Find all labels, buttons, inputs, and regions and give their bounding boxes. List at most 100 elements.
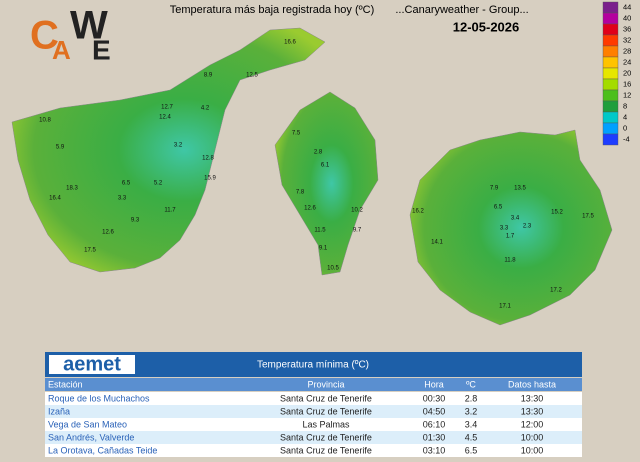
scale-label: 12 xyxy=(623,90,631,99)
station-value: 12.5 xyxy=(246,73,258,79)
column-header: Provincia xyxy=(307,379,344,389)
scale-swatch xyxy=(602,67,619,80)
row-bg xyxy=(45,392,582,405)
station-value: 3.2 xyxy=(174,143,183,149)
date: 12-05-2026 xyxy=(453,19,520,34)
column-header: Hora xyxy=(424,379,444,389)
scale-label: 40 xyxy=(623,13,631,22)
cell: 10:00 xyxy=(521,445,544,455)
scale-swatch xyxy=(602,111,619,124)
station-value: 6.5 xyxy=(122,181,131,187)
scale-swatch xyxy=(602,78,619,91)
scale-swatch xyxy=(602,12,619,25)
scale-label: 16 xyxy=(623,79,631,88)
row-bg xyxy=(45,418,582,431)
station-value: 4.2 xyxy=(201,106,210,112)
scale-swatch xyxy=(602,100,619,113)
station-name: San Andrés, Valverde xyxy=(48,432,134,442)
scale-label: 28 xyxy=(623,46,631,55)
station-value: 16.2 xyxy=(412,209,424,215)
station-value: 3.4 xyxy=(511,216,520,222)
station-value: 17.1 xyxy=(499,304,511,310)
station-value: 11.7 xyxy=(164,208,176,214)
table: aemet Temperatura mínima (ºC) Estación Pr… xyxy=(45,352,582,457)
site-name: ...Canaryweather - Group... xyxy=(395,4,528,16)
station-value: 1.7 xyxy=(506,234,515,240)
station-value: 5.9 xyxy=(56,145,65,151)
scale-swatch xyxy=(602,1,619,14)
scale-label: 44 xyxy=(623,2,631,11)
cell: 03:10 xyxy=(423,445,446,455)
scale-label: 24 xyxy=(623,57,631,66)
station-value: 6.1 xyxy=(321,163,330,169)
cell: 13:30 xyxy=(521,406,544,416)
scale-swatch xyxy=(602,56,619,69)
station-value: 2.3 xyxy=(523,224,532,230)
station-value: 16.4 xyxy=(49,196,61,202)
cell: Santa Cruz de Tenerife xyxy=(280,393,372,403)
cell: 2.8 xyxy=(465,393,478,403)
station-value: 11.5 xyxy=(314,228,326,234)
station-value: 9.3 xyxy=(131,218,140,224)
station-value: 5.2 xyxy=(154,181,163,187)
station-value: 3.3 xyxy=(118,196,127,202)
station-value: 9.7 xyxy=(353,228,362,234)
station-value: 17.5 xyxy=(84,248,96,254)
cell: Santa Cruz de Tenerife xyxy=(280,432,372,442)
logo-letter: W xyxy=(70,4,108,48)
station-value: 15.2 xyxy=(551,210,563,216)
station-name: Roque de los Muchachos xyxy=(48,393,150,403)
station-value: 10.8 xyxy=(39,118,51,124)
station-value: 14.1 xyxy=(431,240,443,246)
scale-label: -4 xyxy=(623,134,630,143)
cell: 01:30 xyxy=(423,432,446,442)
cell: Santa Cruz de Tenerife xyxy=(280,445,372,455)
scale-swatch xyxy=(602,23,619,36)
island-gran-canaria xyxy=(409,129,613,326)
station-value: 12.6 xyxy=(102,230,114,236)
station-value: 8.9 xyxy=(204,73,213,79)
cell: Las Palmas xyxy=(302,419,350,429)
scale-label: 0 xyxy=(623,123,627,132)
station-value: 16.6 xyxy=(284,40,296,46)
column-header: Estación xyxy=(48,379,83,389)
station-value: 12.4 xyxy=(159,115,171,121)
scale-label: 32 xyxy=(623,35,631,44)
scale-swatch xyxy=(602,133,619,146)
logo-letter: E xyxy=(92,34,111,65)
cell: Santa Cruz de Tenerife xyxy=(280,406,372,416)
station-value: 12.8 xyxy=(202,156,214,162)
station-value: 17.5 xyxy=(582,214,594,220)
station-value: 6.5 xyxy=(494,205,503,211)
station-value: 2.8 xyxy=(314,150,323,156)
scale-label: 8 xyxy=(623,101,627,110)
station-value: 7.8 xyxy=(296,190,305,196)
island-center xyxy=(274,91,379,276)
scale-label: 4 xyxy=(623,112,627,121)
row-bg xyxy=(45,431,582,444)
cell: 3.2 xyxy=(465,406,478,416)
station-value: 12.6 xyxy=(304,206,316,212)
station-value: 15.9 xyxy=(204,176,216,182)
row-bg xyxy=(45,405,582,418)
cell: 04:50 xyxy=(423,406,446,416)
table-title: Temperatura mínima (ºC) xyxy=(257,360,369,371)
station-value: 17.2 xyxy=(550,288,562,294)
cell: 3.4 xyxy=(465,419,478,429)
scale-swatch xyxy=(602,89,619,102)
cell: 10:00 xyxy=(521,432,544,442)
station-name: Vega de San Mateo xyxy=(48,419,127,429)
station-labels: 12.7 12.4 4.2 3.2 6.5 5.2 3.3 9.3 11.7 12.6 17.5 18… xyxy=(39,40,594,310)
station-value: 12.7 xyxy=(161,105,173,111)
brand: aemet xyxy=(63,353,121,375)
cell: 06:10 xyxy=(423,419,446,429)
cell: 13:30 xyxy=(521,393,544,403)
station-value: 13.5 xyxy=(514,186,526,192)
title: Temperatura más baja registrada hoy (ºC) xyxy=(170,4,375,16)
cell: 12:00 xyxy=(521,419,544,429)
scale-swatch xyxy=(602,122,619,135)
station-value: 18.3 xyxy=(66,186,78,192)
station-value: 10.5 xyxy=(327,266,339,272)
